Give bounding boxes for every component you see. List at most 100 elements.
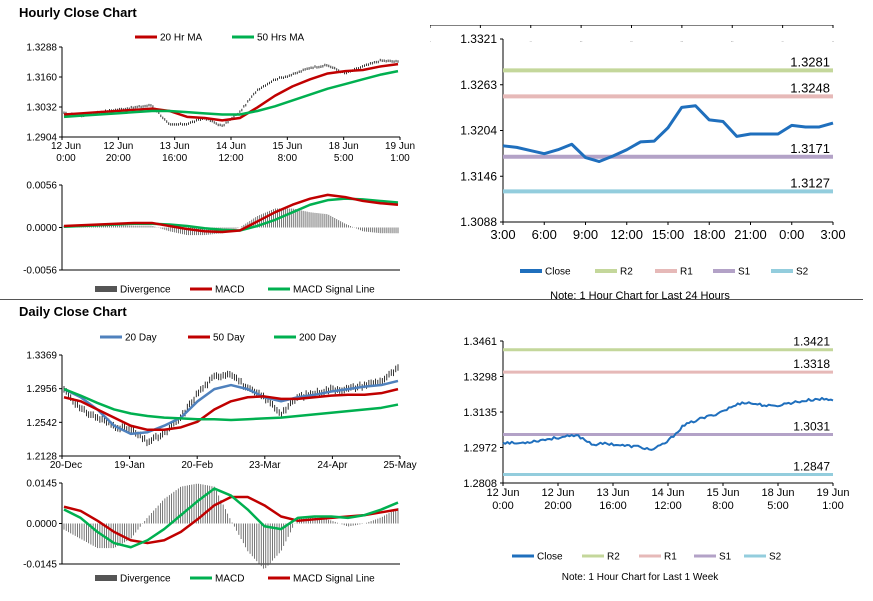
x-tick-label: 12 Jun (103, 141, 133, 152)
y-tick-label: 1.3146 (460, 169, 497, 183)
legend-50hrs-label: 50 Hrs MA (257, 33, 305, 44)
ma-line-50day (63, 387, 399, 432)
y-tick-label: -0.0056 (23, 266, 57, 277)
x-tick-label: 12 Jun (541, 487, 574, 499)
x-tick-label-time: 20:00 (544, 500, 572, 512)
ma-line-20hr (63, 62, 399, 122)
y-tick-label: 0.0056 (26, 181, 57, 192)
x-tick-label: 25-May (383, 460, 416, 471)
x-tick-label: 24-Apr (317, 460, 348, 471)
x-tick-label: 19-Jan (114, 460, 145, 471)
level-label-r1: 1.3248 (790, 80, 830, 95)
x-tick-label: 13 Jun (160, 141, 190, 152)
x-tick-label-time: 1:00 (822, 500, 843, 512)
legend-divergence-label: Divergence (120, 574, 171, 585)
x-tick-label: 3:00 (490, 227, 515, 242)
level-label-s1: 1.3171 (790, 141, 830, 156)
y-tick-label: 1.2972 (463, 443, 497, 455)
y-tick-label: 1.3032 (26, 103, 57, 114)
level-label-s2: 1.3127 (790, 175, 830, 190)
y-tick-label: 1.3204 (460, 124, 497, 138)
legend-signal-label: MACD Signal Line (293, 285, 375, 296)
x-tick-label: 9:00 (573, 227, 598, 242)
y-tick-label: 1.2808 (463, 478, 497, 490)
x-tick-label: 12 Jun (51, 141, 81, 152)
y-tick-label: 1.3288 (26, 43, 57, 54)
section-divider (0, 299, 863, 300)
level-label-s2: 1.2847 (793, 460, 830, 474)
x-tick-label: 19 Jun (816, 487, 849, 499)
x-tick-label-time: 8:00 (278, 153, 298, 164)
x-tick-label: 0:00 (782, 41, 784, 43)
daily-section-title: Daily Close Chart (19, 304, 127, 319)
y-tick-label: 1.3263 (460, 78, 497, 92)
legend-s2-label: S2 (796, 267, 809, 278)
x-tick-label-time: 0:00 (492, 500, 513, 512)
x-tick-label: 13 Jun (596, 487, 629, 499)
legend-macd-label: MACD (215, 285, 244, 296)
x-tick-label: 21:00 (731, 41, 734, 43)
hourly-section-title: Hourly Close Chart (19, 5, 137, 20)
level-label-r1: 1.3318 (793, 357, 830, 371)
daily-macd-chart: 0.0145 0.0000 -0.0145 Divergence MACD MACD Si… (23, 479, 400, 585)
x-tick-label: 12:00 (610, 227, 643, 242)
x-tick-label: 18:00 (681, 41, 684, 43)
x-tick-label-time: 20:00 (106, 153, 131, 164)
x-tick-label: 15 Jun (272, 141, 302, 152)
legend-signal-label: MACD Signal Line (293, 574, 375, 585)
daily-price-chart: 20 Day 50 Day 200 Day 1.3369 1.2956 1.2542 1.2… (26, 333, 416, 472)
legend-r2-label: R2 (620, 267, 633, 278)
y-tick-label: 0.0000 (26, 223, 57, 234)
x-tick-label: 19 Jun (385, 141, 415, 152)
legend-20day-label: 20 Day (125, 333, 157, 344)
legend-divergence-label: Divergence (120, 285, 171, 296)
legend-200day-label: 200 Day (299, 333, 336, 344)
legend-r1-label: R1 (680, 267, 693, 278)
legend-s1-label: S1 (738, 267, 751, 278)
level-label-r2: 1.3281 (790, 54, 830, 69)
y-tick-label: 1.3461 (463, 336, 497, 348)
x-tick-label-time: 16:00 (599, 500, 627, 512)
y-tick-label: 1.3369 (26, 351, 57, 362)
x-tick-label: 3:00 (430, 41, 431, 43)
legend-50day-label: 50 Day (213, 333, 245, 344)
y-tick-label: 0.0000 (26, 519, 57, 530)
x-tick-label: 18:00 (693, 227, 726, 242)
y-tick-label: 1.3160 (26, 73, 57, 84)
x-tick-label: 9:00 (530, 41, 532, 43)
x-tick-label: 15:00 (630, 41, 633, 43)
hourly-macd-chart: 0.0056 0.0000 -0.0056 Divergence MACD MACD Si… (23, 181, 400, 296)
legend-close-label: Close (537, 552, 563, 563)
chart-note: Note: 1 Hour Chart for Last 1 Week (562, 572, 720, 583)
y-tick-label: 1.3298 (463, 372, 497, 384)
x-tick-label: 14 Jun (216, 141, 246, 152)
legend-s2-label: S2 (769, 552, 782, 563)
x-tick-label-time: 0:00 (56, 153, 76, 164)
ma-line-50hrs (63, 69, 399, 119)
x-tick-label: 6:00 (532, 227, 557, 242)
x-tick-label: 12:00 (580, 41, 583, 43)
x-tick-label-time: 5:00 (334, 153, 354, 164)
x-tick-label: 3:00 (832, 41, 834, 43)
x-tick-label: 18 Jun (329, 141, 359, 152)
legend-divergence-swatch (95, 286, 117, 292)
x-tick-label: 20-Feb (181, 460, 213, 471)
x-tick-label: 20-Dec (50, 460, 82, 471)
x-tick-label-time: 8:00 (712, 500, 733, 512)
legend-r1-label: R1 (664, 552, 677, 563)
close-line (502, 396, 834, 451)
x-tick-label: 12 Jun (486, 487, 519, 499)
macd-line (63, 193, 399, 234)
macd-line (63, 487, 399, 549)
y-tick-label: 1.2904 (26, 133, 57, 144)
x-tick-label-time: 16:00 (162, 153, 187, 164)
y-tick-label: 1.2956 (26, 384, 57, 395)
hourly-price-chart: 20 Hr MA 50 Hrs MA 1.3288 1.3160 1.3032 1.290… (26, 33, 415, 165)
chart-note: Note: 1 Hour Chart for Last 24 Hours (550, 290, 730, 300)
legend-r2-label: R2 (607, 552, 620, 563)
y-tick-label: 1.2542 (26, 418, 57, 429)
y-tick-label: 1.3135 (463, 407, 497, 419)
legend-20hr-label: 20 Hr MA (160, 33, 203, 44)
